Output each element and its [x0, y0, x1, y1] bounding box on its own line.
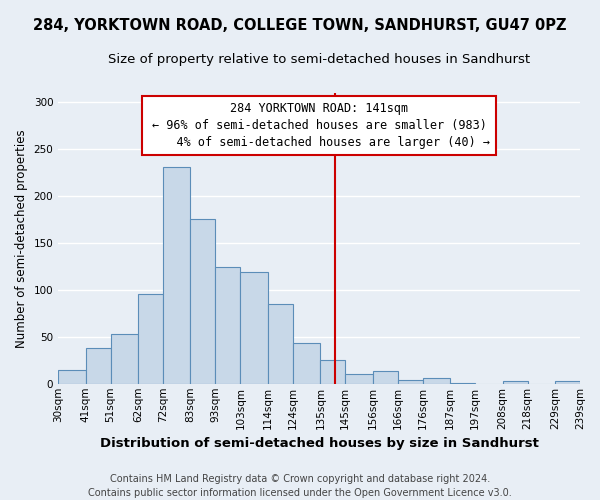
Bar	[503, 381, 527, 384]
Bar	[373, 370, 398, 384]
Bar	[163, 167, 190, 384]
Text: Contains HM Land Registry data © Crown copyright and database right 2024.
Contai: Contains HM Land Registry data © Crown c…	[88, 474, 512, 498]
Bar	[215, 266, 241, 384]
Bar	[86, 348, 110, 384]
Y-axis label: Number of semi-detached properties: Number of semi-detached properties	[15, 129, 28, 348]
Title: Size of property relative to semi-detached houses in Sandhurst: Size of property relative to semi-detach…	[108, 52, 530, 66]
Bar	[423, 378, 450, 384]
Bar	[345, 374, 373, 384]
Bar	[58, 370, 86, 384]
Text: 284, YORKTOWN ROAD, COLLEGE TOWN, SANDHURST, GU47 0PZ: 284, YORKTOWN ROAD, COLLEGE TOWN, SANDHU…	[33, 18, 567, 32]
Bar	[241, 272, 268, 384]
X-axis label: Distribution of semi-detached houses by size in Sandhurst: Distribution of semi-detached houses by …	[100, 437, 539, 450]
Bar	[268, 304, 293, 384]
Bar	[293, 344, 320, 384]
Bar	[110, 334, 138, 384]
Bar	[555, 381, 580, 384]
Bar	[450, 383, 475, 384]
Bar	[190, 218, 215, 384]
Bar	[138, 294, 163, 384]
Bar	[320, 360, 345, 384]
Text: 284 YORKTOWN ROAD: 141sqm
← 96% of semi-detached houses are smaller (983)
    4%: 284 YORKTOWN ROAD: 141sqm ← 96% of semi-…	[148, 102, 490, 149]
Bar	[398, 380, 423, 384]
